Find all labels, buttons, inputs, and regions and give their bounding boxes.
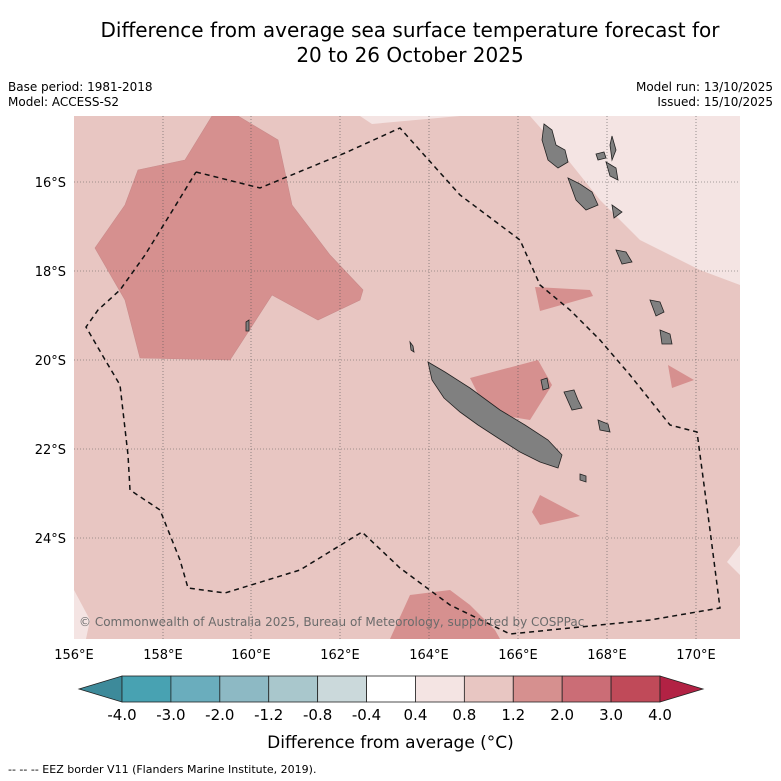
colorbar-tick-label: -4.0 [107,706,136,724]
anomaly-warm-south [390,590,500,639]
model-name: Model: ACCESS-S2 [8,95,120,109]
anomaly-light-sw [74,590,90,639]
copyright-text: © Commonwealth of Australia 2025, Bureau… [79,615,584,629]
lat-label: 22°S [35,443,66,458]
lat-label: 18°S [35,265,66,280]
colorbar-segment [317,675,367,703]
issued-date: Issued: 15/10/2025 [657,95,773,109]
title-line-1: Difference from average sea surface temp… [100,18,720,42]
colorbar-tick-label: -2.0 [205,706,234,724]
map-area: © Commonwealth of Australia 2025, Bureau… [74,116,740,639]
colorbar-tick-label: 2.0 [550,706,574,724]
malakula [567,177,599,211]
anomaly-light-e [727,545,740,575]
colorbar-extend-high [659,675,705,703]
colorbar-tick-label: 0.4 [404,706,428,724]
colorbar-segment [463,675,514,703]
base-period: Base period: 1981-2018 [8,80,153,94]
lat-label: 24°S [35,532,66,547]
lon-label: 158°E [143,648,183,663]
ouvea [540,377,550,391]
anomaly-warm-patch-3 [668,365,694,388]
lat-label: 20°S [35,354,66,369]
meta-right: Model run: 13/10/2025 Issued: 15/10/2025 [636,80,773,110]
anomaly-light-ne [530,116,740,285]
colorbar-segment [610,675,661,703]
chart-title: Difference from average sea surface temp… [60,18,760,68]
lon-label: 170°E [676,648,716,663]
eez-legend-note: -- -- -- EEZ border V11 (Flanders Marine… [8,763,317,776]
colorbar-tick-label: -3.0 [156,706,185,724]
colorbar [77,675,705,703]
gridlines [74,116,740,639]
colorbar-tick-label: 0.8 [452,706,476,724]
latitude-labels: 16°S 18°S 20°S 22°S 24°S [35,176,66,547]
lon-label: 160°E [231,648,271,663]
lon-label: 156°E [54,648,94,663]
anomaly-warm-west [94,116,364,361]
colorbar-segment [561,675,612,703]
colorbar-segment [121,675,172,703]
landmasses [245,123,673,483]
island-n4 [611,204,623,219]
mare [597,419,611,433]
longitude-labels: 156°E 158°E 160°E 162°E 164°E 166°E 168°… [54,648,716,663]
colorbar-tick-label: -0.4 [352,706,381,724]
island-n2 [595,151,607,161]
meta-left: Base period: 1981-2018 Model: ACCESS-S2 [8,80,153,110]
colorbar-segment [219,675,270,703]
colorbar-tick-label: 4.0 [648,706,672,724]
eez-border [85,127,721,635]
anomaly-light-n [360,116,460,124]
tanna [659,329,673,345]
lon-label: 168°E [587,648,627,663]
title-line-2: 20 to 26 October 2025 [296,43,524,67]
colorbar-title: Difference from average (°C) [267,733,514,753]
island-n1 [609,135,617,162]
colorbar-segment [415,675,465,703]
new-caledonia [427,361,563,469]
colorbar-tick-label: -1.2 [254,706,283,724]
colorbar-labels: -4.0 -3.0 -2.0 -1.2 -0.8 -0.4 0.4 0.8 1.2 2.0 3.0 4… [107,706,672,724]
colorbar-extend-low [77,675,123,703]
chesterfield-islands [245,319,250,332]
lon-label: 162°E [320,648,360,663]
colorbar-tick-label: 1.2 [501,706,525,724]
efate [615,249,633,265]
lat-label: 16°S [35,176,66,191]
model-run: Model run: 13/10/2025 [635,80,773,94]
colorbar-segment [366,675,416,703]
isle-of-pines [579,473,587,483]
lon-label: 164°E [409,648,449,663]
belep-islands [409,340,415,353]
espiritu-santo [541,123,569,169]
colorbar-tick-label: -0.8 [303,706,332,724]
colorbar-segment [268,675,319,703]
colorbar-segment [512,675,563,703]
colorbar-segment [170,675,221,703]
erromango [649,299,665,317]
lon-label: 166°E [498,648,538,663]
lifou [563,389,583,411]
anomaly-warm-patch-4 [532,495,580,525]
colorbar-tick-label: 3.0 [599,706,623,724]
island-n3 [605,161,619,181]
